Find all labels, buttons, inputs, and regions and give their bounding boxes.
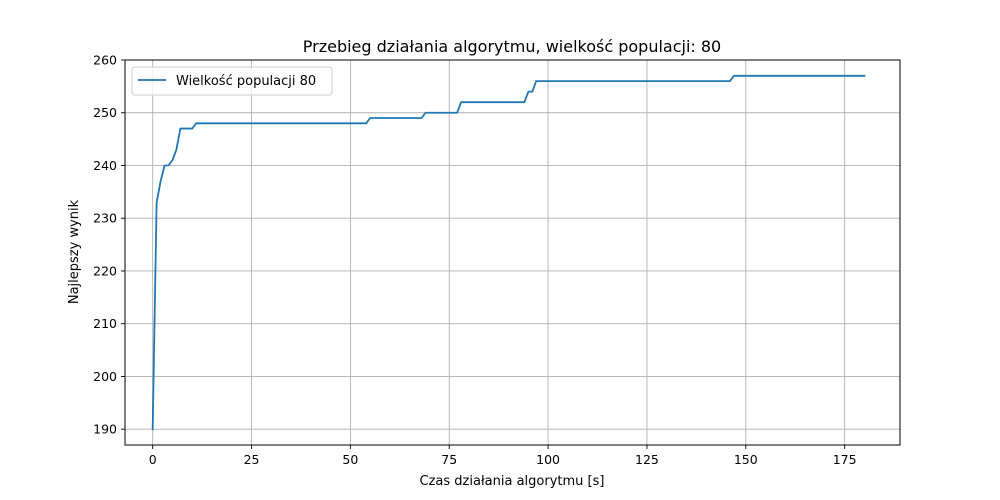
y-tick-label: 190 [93,422,117,437]
x-tick-label: 0 [149,452,157,467]
chart-title: Przebieg działania algorytmu, wielkość p… [303,37,721,56]
y-axis-label: Najlepszy wynik [67,199,82,304]
y-tick-label: 200 [93,369,117,384]
x-tick-label: 50 [342,452,358,467]
ticks: 0 25 50 75 100 125 150 175 190 200 210 220 230 240 250… [93,53,856,468]
y-tick-label: 250 [93,105,117,120]
y-tick-label: 240 [93,158,117,173]
x-tick-label: 175 [833,452,857,467]
x-tick-label: 25 [244,452,260,467]
series-line [151,74,866,431]
series-layer [151,74,866,431]
y-tick-label: 220 [93,263,117,278]
axes-frame [124,59,901,446]
x-tick-label: 125 [635,452,659,467]
x-axis-label: Czas działania algorytmu [s] [420,474,605,489]
x-tick-label: 100 [536,452,560,467]
y-tick-label: 260 [93,53,117,68]
legend-box [131,66,333,96]
legend: Wielkość populacji 80 [131,66,333,96]
y-tick-label: 210 [93,316,117,331]
y-tick-label: 230 [93,211,117,226]
x-tick-label: 150 [734,452,758,467]
legend-label: Wielkość populacji 80 [176,74,316,89]
x-tick-label: 75 [441,452,457,467]
